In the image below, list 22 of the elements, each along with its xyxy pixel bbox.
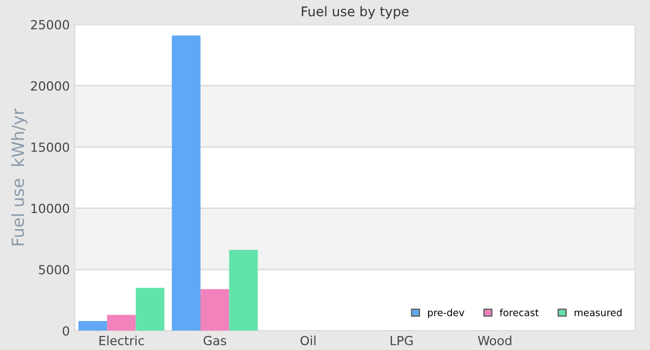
x-tick-label: Oil bbox=[300, 336, 316, 346]
y-tick-label: 15000 bbox=[31, 142, 70, 152]
bar bbox=[172, 36, 201, 331]
x-tick-label: Wood bbox=[478, 336, 512, 346]
y-tick-label: 5000 bbox=[39, 264, 70, 274]
legend-label: forecast bbox=[500, 308, 539, 316]
bar bbox=[78, 320, 108, 331]
x-tick-label: LPG bbox=[390, 336, 413, 346]
y-axis-title: Fuel use kWh/yr bbox=[11, 108, 28, 246]
bar bbox=[200, 289, 230, 331]
y-tick-label: 20000 bbox=[31, 81, 70, 91]
bar bbox=[136, 288, 164, 331]
x-tick-label: Electric bbox=[100, 336, 144, 346]
x-tick-label: Gas bbox=[204, 336, 226, 346]
legend-label: pre-dev bbox=[428, 308, 464, 318]
y-tick-label: 0 bbox=[62, 326, 70, 336]
chart-title: Fuel use by type bbox=[302, 6, 408, 19]
legend-label: measured bbox=[574, 308, 622, 316]
bar bbox=[229, 250, 258, 331]
y-tick-label: 10000 bbox=[31, 204, 70, 214]
bar bbox=[107, 314, 136, 331]
y-tick-label: 25000 bbox=[31, 20, 70, 30]
